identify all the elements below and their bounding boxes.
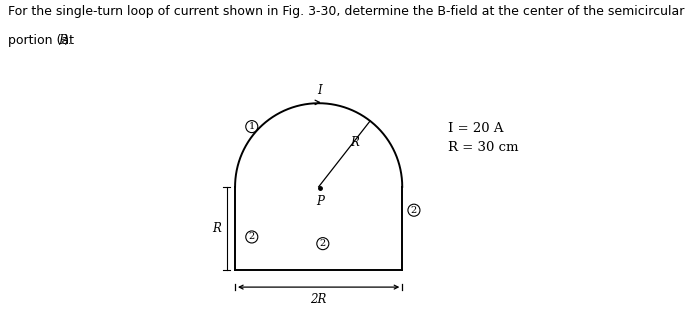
Text: R = 30 cm: R = 30 cm <box>448 141 519 154</box>
Text: 2: 2 <box>248 233 255 241</box>
Text: I: I <box>317 84 322 96</box>
Text: 1: 1 <box>248 122 255 131</box>
Text: portion (at: portion (at <box>8 34 78 48</box>
Text: R: R <box>351 136 359 149</box>
Text: P: P <box>58 34 66 48</box>
Text: P: P <box>316 195 324 208</box>
Text: 2: 2 <box>411 206 417 215</box>
Text: 2: 2 <box>320 239 326 248</box>
Text: For the single-turn loop of current shown in Fig. 3-30, determine the B-field at: For the single-turn loop of current show… <box>8 5 685 18</box>
Text: R: R <box>212 222 221 235</box>
Text: 2R: 2R <box>311 293 327 306</box>
Text: ).: ). <box>64 34 73 48</box>
Text: I = 20 A: I = 20 A <box>448 122 504 134</box>
